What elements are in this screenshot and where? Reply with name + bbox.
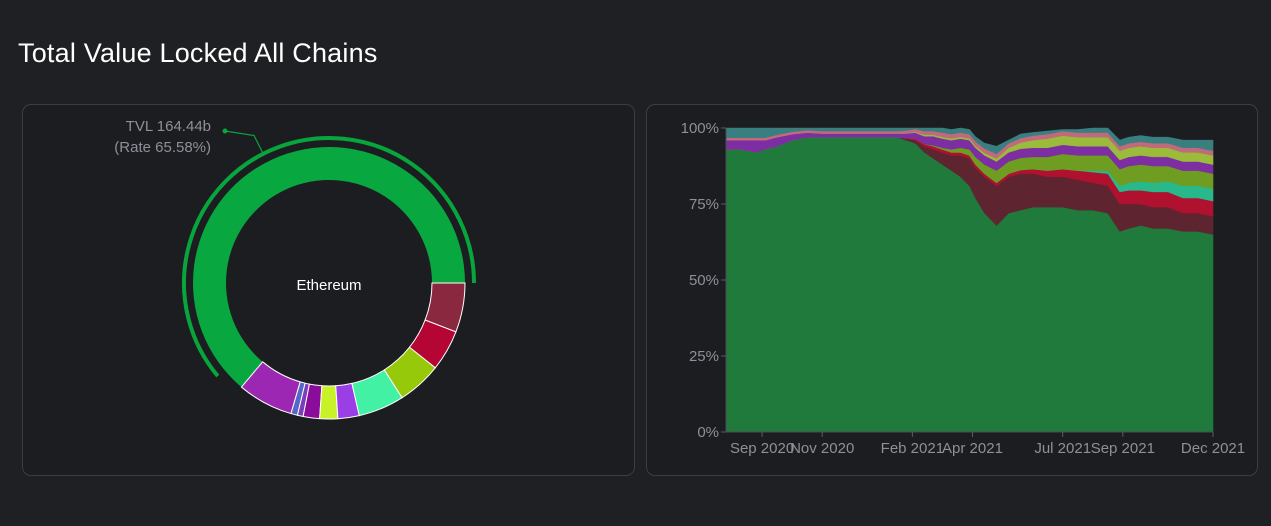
y-tick-label: 100% (681, 120, 719, 137)
y-tick-label: 50% (689, 272, 719, 289)
donut-slice[interactable] (193, 147, 465, 388)
chain-share-area-panel: 0% 25% 50% 75% 100% Sep 2020 Nov 2020 Feb 2021… (646, 104, 1258, 476)
x-tick-label: Apr 2021 (942, 440, 1003, 457)
chain-share-donut-panel: TVL 164.44b (Rate 65.58%) Ethereum (22, 104, 635, 476)
y-tick-label: 25% (689, 348, 719, 365)
x-tick-label: Sep 2021 (1091, 440, 1155, 457)
x-tick-label: Nov 2020 (790, 440, 854, 457)
tooltip-leader-line (224, 130, 265, 156)
donut-slice[interactable] (319, 385, 339, 420)
donut-slice[interactable] (424, 282, 466, 333)
y-tick-label: 75% (689, 196, 719, 213)
page-title: Total Value Locked All Chains (18, 38, 378, 68)
x-tick-label: Jul 2021 (1034, 440, 1091, 457)
x-tick-label: Dec 2021 (1181, 440, 1245, 457)
x-tick-label: Sep 2020 (730, 440, 794, 457)
tooltip-leader-dot (222, 128, 228, 134)
area-series[interactable] (725, 127, 1214, 155)
chain-share-donut-chart: TVL 164.44b (Rate 65.58%) Ethereum (114, 118, 476, 420)
x-tick-label: Feb 2021 (881, 440, 944, 457)
donut-center-label: Ethereum (296, 277, 361, 294)
y-tick-label: 0% (697, 424, 719, 441)
tooltip-rate-label: (Rate 65.58%) (114, 139, 211, 156)
highlight-arc (182, 136, 476, 378)
tooltip-tvl-label: TVL 164.44b (126, 118, 211, 135)
